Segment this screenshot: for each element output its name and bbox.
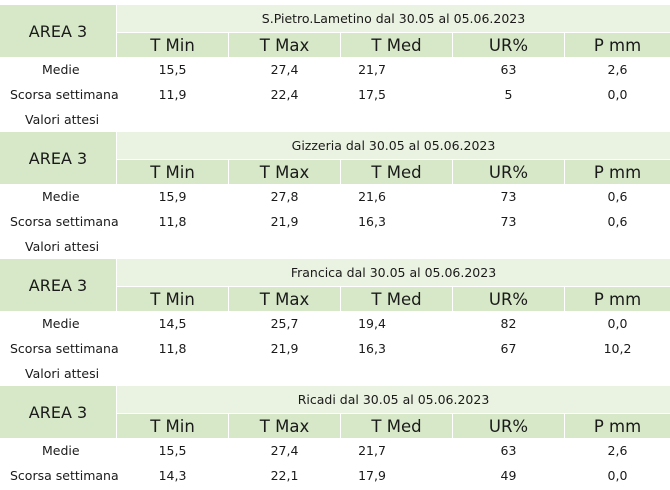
- station-title: S.Pietro.Lametino dal 30.05 al 05.06.202…: [117, 5, 670, 32]
- cell-medie: 82: [500, 316, 517, 331]
- column-header: T Max: [229, 287, 340, 311]
- column-header: T Max: [229, 160, 340, 184]
- column-header: T Max: [229, 33, 340, 57]
- column-header: UR%: [453, 33, 564, 57]
- column-header: T Med: [341, 414, 452, 438]
- row-label-attesi: Valori attesi: [25, 366, 100, 381]
- cell-attesi: [453, 234, 564, 259]
- cell-attesi: [229, 361, 340, 386]
- cell-scorsa: 11,8: [158, 341, 187, 356]
- cell-medie: 2,6: [607, 62, 628, 77]
- column-header: T Min: [117, 287, 228, 311]
- cell-scorsa: 22,1: [270, 468, 299, 483]
- cell-attesi: [117, 234, 228, 259]
- column-header: P mm: [565, 287, 670, 311]
- cell-scorsa: 0,0: [607, 87, 628, 102]
- cell-medie: 15,5: [158, 62, 187, 77]
- cell-scorsa: 11,9: [158, 87, 187, 102]
- cell-scorsa: 0,6: [607, 214, 628, 229]
- cell-scorsa: 5: [504, 87, 513, 102]
- column-header: T Med: [341, 160, 452, 184]
- column-header: T Min: [117, 33, 228, 57]
- cell-medie: 14,5: [158, 316, 187, 331]
- column-header: T Med: [341, 33, 452, 57]
- cell-scorsa: 0,0: [607, 468, 628, 483]
- cell-attesi: [565, 107, 670, 132]
- area-label: AREA 3: [0, 386, 116, 438]
- cell-scorsa: 21,9: [270, 341, 299, 356]
- cell-medie: 21,6: [358, 189, 386, 204]
- cell-scorsa: 22,4: [270, 87, 299, 102]
- station-title: Francica dal 30.05 al 05.06.2023: [117, 259, 670, 286]
- cell-medie: 27,4: [270, 443, 299, 458]
- cell-medie: 19,4: [358, 316, 386, 331]
- cell-scorsa: 21,9: [270, 214, 299, 229]
- cell-medie: 63: [500, 443, 517, 458]
- cell-medie: 73: [500, 189, 517, 204]
- column-header: T Min: [117, 160, 228, 184]
- column-header: UR%: [453, 414, 564, 438]
- cell-scorsa: 49: [500, 468, 517, 483]
- cell-scorsa: 73: [500, 214, 517, 229]
- row-label-scorsa: Scorsa settimana: [10, 87, 119, 102]
- column-header: P mm: [565, 33, 670, 57]
- area-label: AREA 3: [0, 5, 116, 57]
- column-header: T Max: [229, 414, 340, 438]
- row-label-attesi: Valori attesi: [25, 239, 100, 254]
- cell-attesi: [565, 361, 670, 386]
- row-label-scorsa: Scorsa settimana: [10, 468, 119, 483]
- cell-medie: 21,7: [358, 443, 386, 458]
- station-title: Ricadi dal 30.05 al 05.06.2023: [117, 386, 670, 413]
- column-header: UR%: [453, 287, 564, 311]
- column-header: T Med: [341, 287, 452, 311]
- station-title: Gizzeria dal 30.05 al 05.06.2023: [117, 132, 670, 159]
- cell-attesi: [117, 107, 228, 132]
- cell-scorsa: 16,3: [358, 341, 386, 356]
- cell-medie: 15,9: [158, 189, 187, 204]
- column-header: P mm: [565, 160, 670, 184]
- cell-attesi: [341, 361, 403, 386]
- cell-scorsa: 16,3: [358, 214, 386, 229]
- cell-medie: 25,7: [270, 316, 299, 331]
- station-table: AREA 3 S.Pietro.Lametino dal 30.05 al 05.…: [0, 5, 670, 132]
- cell-attesi: [453, 107, 564, 132]
- cell-medie: 0,6: [607, 189, 628, 204]
- row-label-medie: Medie: [42, 316, 80, 331]
- cell-attesi: [229, 107, 340, 132]
- cell-scorsa: 17,9: [358, 468, 386, 483]
- row-label-scorsa: Scorsa settimana: [10, 214, 119, 229]
- cell-scorsa: 67: [500, 341, 517, 356]
- area-label: AREA 3: [0, 132, 116, 184]
- cell-attesi: [565, 234, 670, 259]
- row-label-scorsa: Scorsa settimana: [10, 341, 119, 356]
- cell-attesi: [341, 107, 403, 132]
- cell-attesi: [117, 361, 228, 386]
- cell-attesi: [453, 361, 564, 386]
- column-header: UR%: [453, 160, 564, 184]
- cell-medie: 0,0: [607, 316, 628, 331]
- station-table: AREA 3 Ricadi dal 30.05 al 05.06.2023 T Mi…: [0, 386, 670, 490]
- cell-medie: 27,4: [270, 62, 299, 77]
- cell-scorsa: 14,3: [158, 468, 187, 483]
- station-table: AREA 3 Gizzeria dal 30.05 al 05.06.2023 T …: [0, 132, 670, 259]
- row-label-medie: Medie: [42, 443, 80, 458]
- cell-medie: 2,6: [607, 443, 628, 458]
- cell-medie: 21,7: [358, 62, 386, 77]
- row-label-attesi: Valori attesi: [25, 112, 100, 127]
- column-header: P mm: [565, 414, 670, 438]
- cell-attesi: [229, 234, 340, 259]
- cell-scorsa: 10,2: [603, 341, 632, 356]
- row-label-medie: Medie: [42, 62, 80, 77]
- area-label: AREA 3: [0, 259, 116, 311]
- cell-medie: 63: [500, 62, 517, 77]
- cell-medie: 15,5: [158, 443, 187, 458]
- cell-scorsa: 17,5: [358, 87, 386, 102]
- cell-scorsa: 11,8: [158, 214, 187, 229]
- row-label-medie: Medie: [42, 189, 80, 204]
- cell-attesi: [341, 234, 403, 259]
- station-table: AREA 3 Francica dal 30.05 al 05.06.2023 T …: [0, 259, 670, 386]
- cell-medie: 27,8: [270, 189, 299, 204]
- column-header: T Min: [117, 414, 228, 438]
